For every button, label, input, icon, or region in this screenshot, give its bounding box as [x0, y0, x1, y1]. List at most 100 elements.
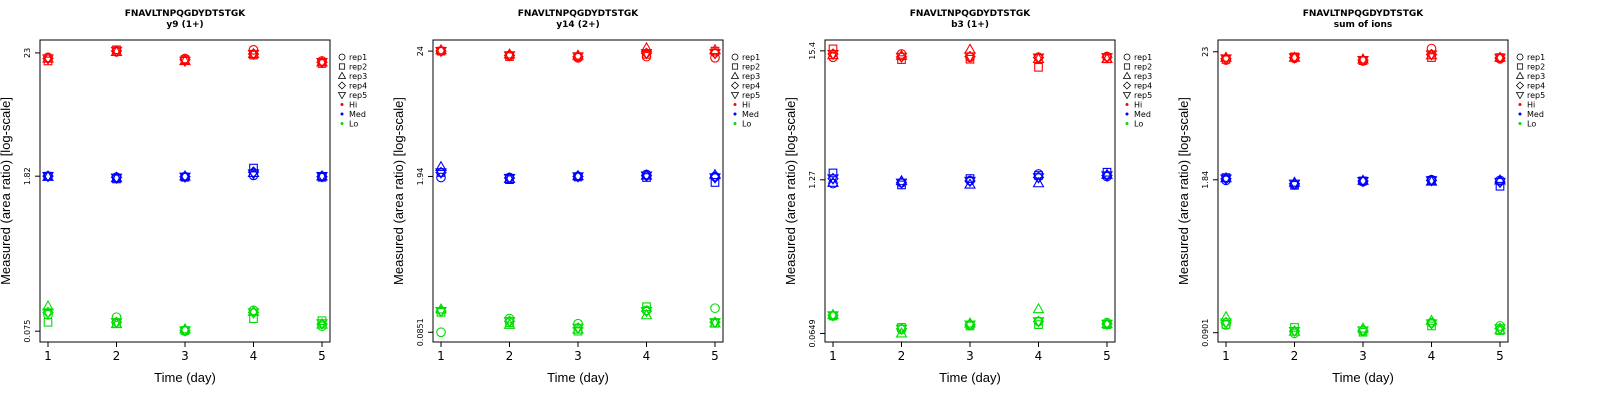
legend-symbol-rep3	[1122, 71, 1132, 79]
data-point-hi-rep2	[828, 44, 838, 54]
legend-label: Hi	[349, 101, 357, 110]
legend-dot-lo	[1518, 122, 1522, 125]
x-tick-label: 1	[829, 349, 837, 363]
data-point-med-rep3	[1357, 174, 1369, 185]
legend-label: rep2	[1134, 63, 1152, 72]
legend-dot-med	[1518, 112, 1522, 116]
legend-marker-rep5	[1515, 92, 1525, 100]
legend-label: Med	[742, 110, 759, 119]
data-point-lo-rep3	[1032, 302, 1045, 314]
data-point-med-rep2	[1495, 181, 1505, 191]
data-point-hi-rep5	[572, 52, 584, 63]
plot-frame	[432, 39, 724, 343]
data-point-med-rep5	[435, 168, 447, 179]
x-tick-label: 1	[1222, 349, 1230, 363]
data-point-med-rep5	[316, 172, 328, 183]
legend-symbol-rep5	[730, 92, 740, 100]
data-point-lo-rep3	[1220, 310, 1232, 322]
y-axis-label: Measured (area ratio) [log-scale]	[1176, 97, 1191, 285]
data-point-lo-rep5	[1425, 319, 1438, 330]
data-point-hi-rep5	[435, 46, 447, 58]
legend-symbol-rep3	[1515, 71, 1525, 79]
legend-label: rep3	[349, 72, 367, 81]
legend-label: rep5	[1134, 91, 1152, 100]
data-point-med-rep5	[503, 173, 516, 185]
data-point-hi-rep5	[709, 49, 721, 60]
x-tick-label: 4	[250, 349, 258, 363]
legend-label: Lo	[1527, 120, 1536, 129]
data-point-lo-rep5	[827, 311, 839, 322]
x-axis-label: Time (day)	[1332, 370, 1394, 385]
y-tick-label: 0.0901	[1201, 319, 1210, 347]
x-axis-label: Time (day)	[939, 370, 1001, 385]
data-point-med-rep5	[179, 172, 191, 184]
legend-dot-lo	[340, 122, 344, 125]
data-point-hi-rep5	[110, 46, 123, 58]
data-point-med-rep5	[1494, 177, 1506, 189]
data-point-hi-rep5	[640, 49, 653, 60]
data-point-lo-rep3	[895, 327, 908, 338]
y-tick-label: 0.0649	[808, 319, 817, 347]
data-point-lo-rep3	[1101, 317, 1113, 329]
data-point-lo-rep5	[1220, 318, 1232, 329]
data-point-med-rep2	[249, 163, 258, 173]
data-point-med-rep5	[247, 169, 260, 180]
data-point-med-rep3	[1032, 176, 1045, 188]
x-axis-label: Time (day)	[154, 370, 216, 385]
legend-marker-rep5	[337, 92, 347, 100]
data-point-med-rep5	[1101, 171, 1113, 182]
legend-label: rep4	[1527, 82, 1545, 91]
legend-symbol-rep1	[1516, 53, 1524, 61]
data-point-lo-rep5	[42, 308, 54, 319]
data-point-hi-rep3	[640, 41, 653, 53]
data-point-hi-rep2	[965, 54, 975, 64]
data-point-hi-rep3	[1494, 51, 1506, 62]
legend-dot-hi	[340, 103, 344, 106]
x-tick-label: 5	[318, 349, 326, 363]
y-tick-label: 1.82	[23, 167, 32, 185]
chart-subtitle: y14 (2+)	[556, 20, 600, 30]
x-axis-label: Time (day)	[547, 370, 609, 385]
legend-symbol-rep2	[1123, 63, 1131, 70]
legend-label: Lo	[742, 120, 751, 129]
plot-frame	[39, 39, 331, 343]
legend-marker-rep2	[731, 63, 739, 70]
chart-title: FNAVLTNPQGDYDTSTGK	[518, 9, 640, 19]
legend-symbol-rep1	[338, 53, 346, 61]
data-point-med-rep3	[179, 169, 191, 181]
legend-marker-rep1	[731, 53, 739, 61]
data-point-hi-rep5	[895, 52, 908, 64]
x-tick-label: 3	[574, 349, 582, 363]
legend-marker-rep1	[338, 53, 346, 61]
legend-marker-rep4	[337, 81, 347, 90]
legend-dot-med	[1125, 112, 1129, 116]
legend-label: rep1	[349, 53, 367, 62]
legend-label: Hi	[742, 101, 750, 110]
legend-symbol-rep3	[730, 71, 740, 79]
data-point-med-rep3	[1220, 171, 1232, 183]
data-point-lo-rep5	[964, 320, 976, 331]
legend-label: rep2	[742, 63, 760, 72]
data-point-lo-rep1	[111, 312, 122, 323]
legend-symbol-rep5	[337, 92, 347, 100]
data-point-lo-rep3	[42, 300, 54, 311]
data-point-hi-rep5	[1032, 53, 1045, 64]
chart-subtitle: y9 (1+)	[166, 20, 203, 30]
data-point-med-rep5	[1220, 174, 1232, 186]
data-point-med-rep5	[1357, 177, 1369, 188]
legend-marker-rep3	[1515, 71, 1525, 79]
legend-marker-rep2	[1516, 63, 1524, 70]
data-point-med-rep5	[1425, 176, 1438, 187]
data-point-hi-rep3	[42, 52, 54, 63]
data-point-med-rep3	[435, 160, 447, 172]
data-point-hi-rep4	[179, 53, 191, 66]
x-tick-label: 1	[437, 349, 445, 363]
data-point-med-rep1	[436, 172, 446, 183]
data-point-med-rep3	[572, 169, 584, 181]
x-tick-label: 4	[643, 349, 651, 363]
legend-marker-rep4	[1515, 81, 1525, 90]
data-point-hi-rep5	[1425, 50, 1438, 61]
